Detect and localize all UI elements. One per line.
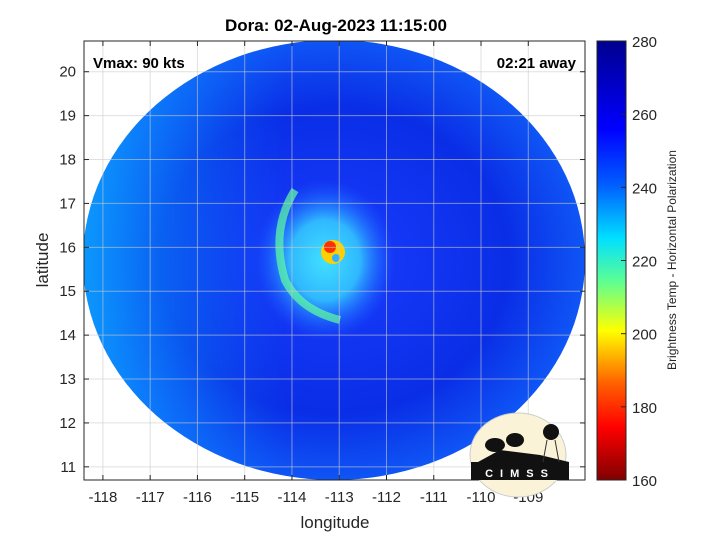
x-tick-label: -113	[325, 489, 354, 506]
y-tick-label: 15	[59, 283, 76, 300]
time-away-annotation: 02:21 away	[497, 55, 577, 72]
rainband	[275, 187, 342, 324]
colorbar-tick-label: 280	[632, 34, 657, 51]
y-tick-label: 16	[59, 239, 76, 256]
vmax-annotation: Vmax: 90 kts	[93, 55, 185, 72]
colorbar-tick-label: 260	[632, 107, 657, 124]
colorbar-tick-label: 200	[632, 327, 657, 344]
y-tick-label: 20	[59, 64, 76, 81]
y-tick-label: 19	[59, 108, 76, 125]
x-tick-label: -116	[183, 489, 212, 506]
x-tick-label: -111	[420, 489, 448, 506]
colorbar-tick-label: 240	[632, 180, 657, 197]
x-tick-label: -115	[230, 489, 259, 506]
logo-text: CIMSS	[485, 468, 555, 480]
y-tick-label: 11	[60, 459, 76, 476]
axes-box	[83, 40, 586, 481]
x-tick-label: -112	[372, 489, 401, 506]
x-tick-label: -118	[88, 489, 117, 506]
storm-eye	[332, 254, 340, 262]
x-tick-label: -114	[278, 489, 307, 506]
y-tick-label: 18	[59, 152, 76, 169]
x-axis-label: longitude	[300, 513, 369, 532]
chart-title: Dora: 02-Aug-2023 11:15:00	[225, 16, 447, 35]
y-tick-label: 12	[59, 415, 76, 432]
cimss-logo: CIMSS	[469, 412, 569, 498]
colorbar-tick-label: 220	[632, 254, 657, 271]
colorbar-tick-label: 180	[632, 400, 657, 417]
y-axis-label: latitude	[33, 233, 52, 288]
colorbar-label: Brightness Temp - Horizontal Polarizatio…	[665, 150, 679, 370]
colorbar-ticks: 160 180 200 220 240 260 280	[621, 34, 657, 490]
y-tick-label: 17	[59, 195, 76, 212]
x-tick-label: -110	[467, 489, 496, 506]
colorbar-tick-label: 160	[632, 473, 657, 490]
y-tick-label: 13	[59, 371, 76, 388]
x-tick-label: -117	[136, 489, 165, 506]
y-tick-label: 14	[59, 327, 76, 344]
